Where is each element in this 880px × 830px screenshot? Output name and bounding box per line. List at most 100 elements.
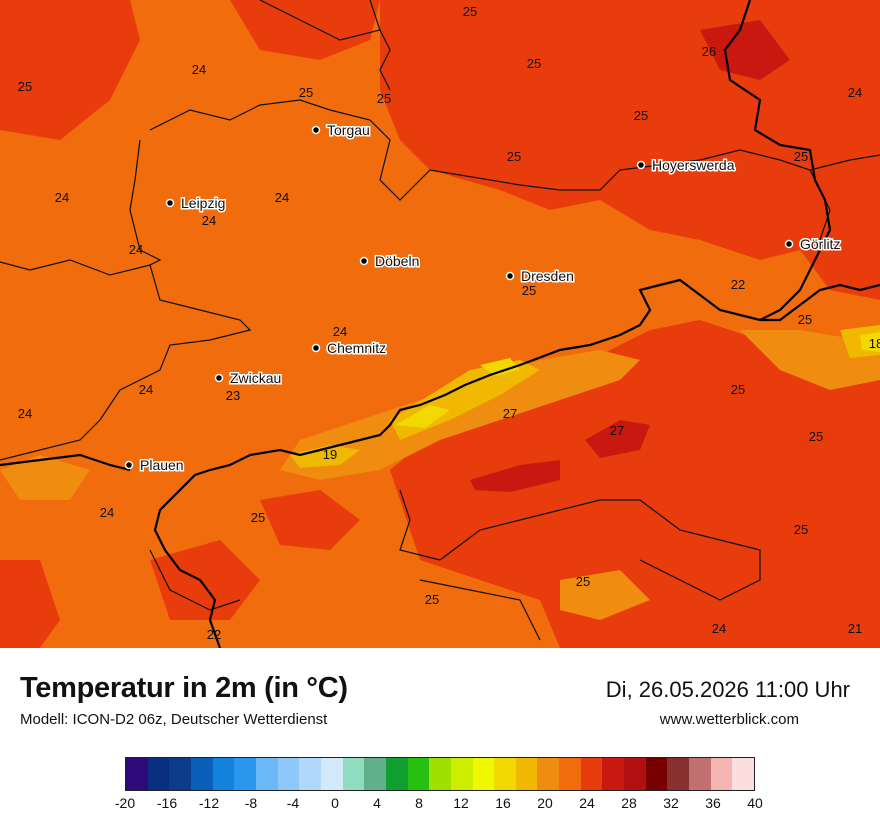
temperature-value: 21 [848, 621, 862, 636]
color-swatch [234, 758, 256, 790]
temperature-value: 25 [522, 283, 536, 298]
temperature-value: 25 [731, 382, 745, 397]
city-dot-icon [311, 125, 321, 135]
temperature-value: 25 [794, 149, 808, 164]
temperature-value: 24 [202, 213, 216, 228]
temperature-value: 24 [712, 621, 726, 636]
temperature-value: 24 [100, 505, 114, 520]
temperature-map: 25 26 24 25 25 25 25 24 25 25 25 24 24 24 24 22 25 25 24 18… [0, 0, 880, 648]
temperature-value: 25 [798, 312, 812, 327]
color-scale-ticks: -20 -16 -12 -8 -4 0 4 8 12 16 20 24 28 32 36 40 [115, 795, 763, 815]
legend-panel: Temperatur in 2m (in °C) Modell: ICON-D2… [0, 648, 880, 830]
city-dot-icon [784, 239, 794, 249]
district-borders [0, 0, 880, 641]
color-scale-tick: 36 [705, 795, 721, 811]
temperature-value: 27 [503, 406, 517, 421]
city-label: Görlitz [800, 236, 840, 252]
color-swatch [277, 758, 300, 790]
temperature-value: 24 [848, 85, 862, 100]
color-scale [125, 757, 755, 791]
color-swatch [645, 758, 668, 790]
city-torgau: Torgau [311, 121, 371, 140]
temperature-value: 24 [139, 382, 153, 397]
city-dot-icon [165, 198, 175, 208]
color-scale-tick: 4 [373, 795, 381, 811]
temperature-value: 25 [299, 85, 313, 100]
city-zwickau: Zwickau [214, 369, 283, 388]
city-dot-icon [311, 343, 321, 353]
color-swatch [580, 758, 603, 790]
temperature-value: 27 [610, 423, 624, 438]
temperature-value: 22 [207, 627, 221, 642]
color-swatch [320, 758, 343, 790]
color-scale-tick: -4 [286, 795, 300, 811]
color-scale-tick: 20 [537, 795, 553, 811]
color-swatch [559, 758, 581, 790]
city-label: Leipzig [181, 195, 225, 211]
color-scale-tick: 24 [579, 795, 595, 811]
color-scale-tick: -12 [198, 795, 220, 811]
temperature-value: 24 [192, 62, 206, 77]
temperature-value: 25 [507, 149, 521, 164]
city-chemnitz: Chemnitz [311, 339, 388, 358]
color-swatch [732, 758, 755, 790]
temperature-value: 25 [809, 429, 823, 444]
color-swatch [385, 758, 408, 790]
value-labels: 25 26 24 25 25 25 25 24 25 25 25 24 24 24 24 22 25 25 24 18… [18, 4, 880, 642]
city-label: Torgau [327, 122, 370, 138]
temperature-value: 25 [18, 79, 32, 94]
color-swatch [472, 758, 495, 790]
city-label: Hoyerswerda [652, 157, 735, 173]
temperature-value: 23 [226, 388, 240, 403]
color-scale-tick: 8 [415, 795, 423, 811]
temperature-value: 22 [731, 277, 745, 292]
color-scale-tick: 12 [453, 795, 469, 811]
temperature-value: 25 [463, 4, 477, 19]
coolest-zones [395, 332, 880, 428]
color-swatch [147, 758, 170, 790]
color-swatch [212, 758, 235, 790]
temperature-value: 25 [576, 574, 590, 589]
color-scale-tick: -20 [114, 795, 136, 811]
color-scale-tick: 16 [495, 795, 511, 811]
model-source: Modell: ICON-D2 06z, Deutscher Wetterdie… [20, 711, 328, 728]
city-markers: Torgau Hoyerswerda Leipzig Görlitz Döbeln Dre… [124, 121, 842, 475]
color-swatch [429, 758, 451, 790]
city-leipzig: Leipzig [165, 194, 227, 213]
temperature-value: 24 [55, 190, 69, 205]
temperature-value: 24 [18, 406, 32, 421]
website-link: www.wetterblick.com [659, 711, 799, 728]
temperature-value: 25 [527, 56, 541, 71]
color-scale-tick: -8 [244, 795, 258, 811]
temperature-value: 18 [869, 336, 880, 351]
color-swatch [407, 758, 430, 790]
color-swatch [190, 758, 213, 790]
color-swatch [450, 758, 473, 790]
color-scale-tick: 32 [663, 795, 679, 811]
color-swatch [342, 758, 365, 790]
temperature-value: 24 [275, 190, 289, 205]
hot-spots [470, 20, 790, 492]
color-swatch [537, 758, 560, 790]
color-swatch [515, 758, 538, 790]
city-dot-icon [359, 256, 369, 266]
color-swatch [710, 758, 733, 790]
city-dot-icon [636, 160, 646, 170]
color-scale-tick: 40 [747, 795, 763, 811]
city-görlitz: Görlitz [784, 235, 842, 254]
temperature-value: 24 [129, 242, 143, 257]
temperature-value: 19 [323, 447, 337, 462]
city-label: Plauen [140, 457, 184, 473]
color-swatch [602, 758, 625, 790]
map-title: Temperatur in 2m (in °C) [20, 672, 348, 704]
color-swatch [689, 758, 711, 790]
temperature-value: 24 [333, 324, 347, 339]
color-scale-tick: 0 [331, 795, 339, 811]
city-dot-icon [505, 271, 515, 281]
city-döbeln: Döbeln [359, 252, 421, 271]
temperature-value: 25 [377, 91, 391, 106]
color-swatch [126, 758, 148, 790]
color-swatch [494, 758, 516, 790]
temperature-value: 25 [794, 522, 808, 537]
color-swatch [255, 758, 278, 790]
